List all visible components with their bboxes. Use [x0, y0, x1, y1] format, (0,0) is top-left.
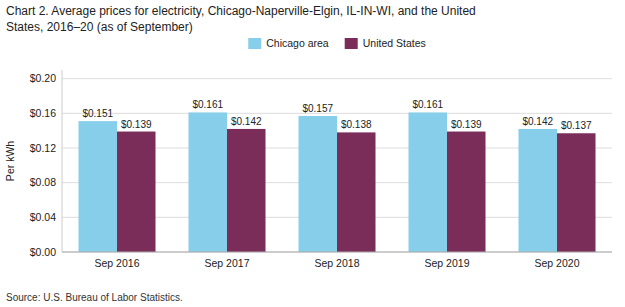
grid-line: [62, 78, 612, 79]
bar: [409, 112, 448, 252]
legend-swatch: [345, 38, 358, 49]
x-tick-label: Sep 2016: [95, 257, 140, 269]
bar: [557, 133, 596, 252]
data-label: $0.157: [302, 103, 333, 114]
bars: [79, 112, 596, 252]
data-label: $0.161: [192, 99, 223, 110]
y-tick-label: $0.16: [30, 107, 56, 119]
data-label: $0.139: [451, 119, 482, 130]
bar: [447, 132, 486, 252]
legend: Chicago area United States: [248, 37, 426, 49]
legend-label: Chicago area: [266, 37, 329, 49]
data-label: $0.139: [121, 119, 152, 130]
chart: Chart 2. Average prices for electricity,…: [0, 0, 625, 307]
source-note: Source: U.S. Bureau of Labor Statistics.: [6, 292, 183, 303]
data-label: $0.142: [522, 116, 553, 127]
title: Chart 2. Average prices for electricity,…: [6, 4, 476, 34]
legend-swatch: [248, 38, 261, 49]
data-label: $0.161: [412, 99, 443, 110]
x-axis-line: [62, 252, 612, 253]
y-tick-label: $0.08: [30, 176, 56, 188]
bar: [337, 132, 376, 252]
bar: [189, 112, 228, 252]
legend-label: United States: [363, 37, 426, 49]
x-tick-label: Sep 2018: [315, 257, 360, 269]
data-label: $0.151: [82, 108, 113, 119]
bar: [519, 129, 558, 252]
y-axis-label: Per kWh: [4, 141, 16, 181]
y-tick-label: $0.04: [30, 211, 56, 223]
bar: [299, 116, 338, 252]
bar: [227, 129, 266, 252]
grid-line: [62, 113, 612, 114]
y-tick-label: $0.00: [30, 246, 56, 258]
data-label: $0.137: [561, 120, 592, 131]
y-axis-line: [62, 70, 63, 252]
grid-line: [62, 252, 612, 253]
x-tick-label: Sep 2020: [535, 257, 580, 269]
data-label: $0.138: [341, 119, 372, 130]
x-tick-label: Sep 2019: [425, 257, 470, 269]
bar: [79, 121, 118, 252]
data-label: $0.142: [231, 116, 262, 127]
bar: [117, 132, 156, 252]
x-tick-label: Sep 2017: [205, 257, 250, 269]
y-tick-label: $0.20: [30, 72, 56, 84]
y-tick-label: $0.12: [30, 142, 56, 154]
data-labels: $0.151 $0.161 $0.157 $0.161 $0.142 $0.139 $0.1…: [82, 99, 592, 131]
